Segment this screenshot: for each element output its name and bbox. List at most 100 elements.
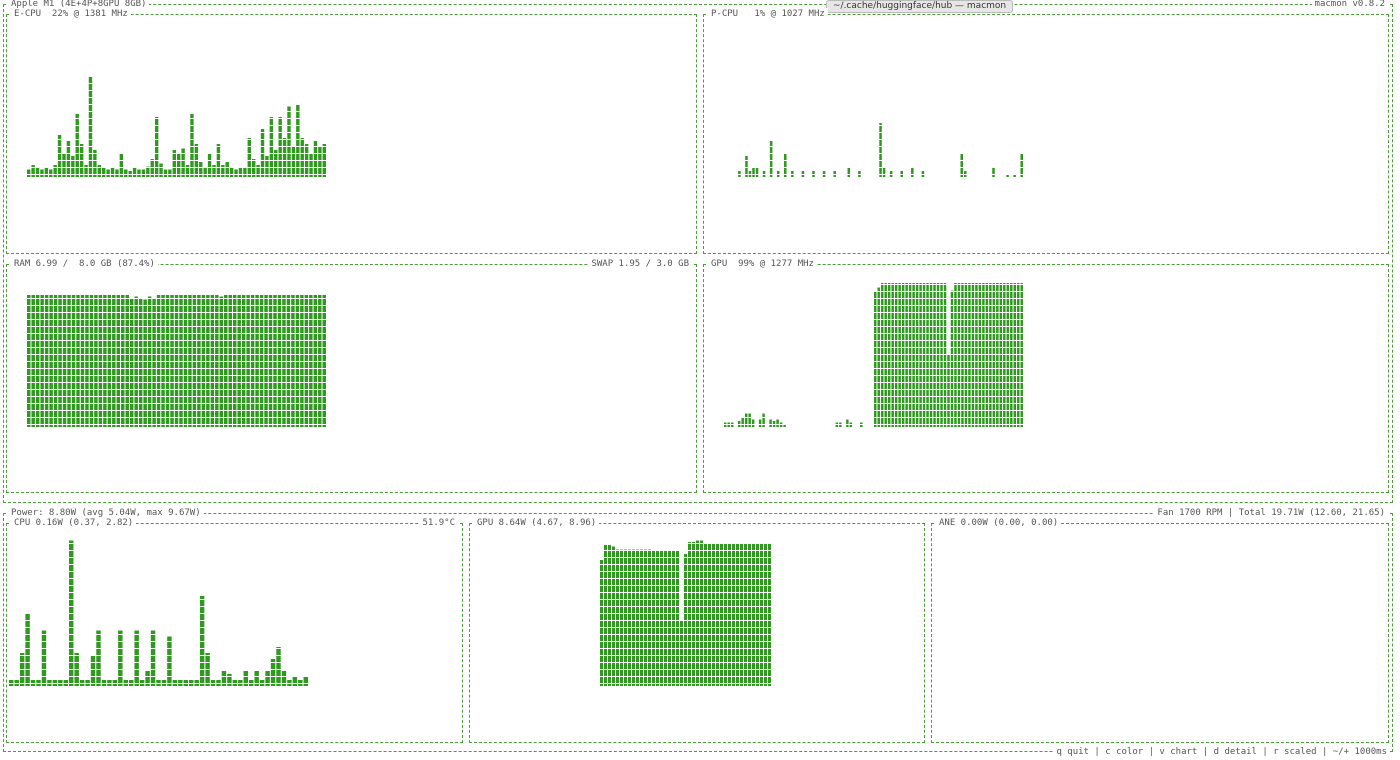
bar	[221, 671, 227, 686]
bar	[250, 295, 255, 427]
bar	[978, 283, 982, 427]
bar	[295, 295, 300, 427]
bar	[192, 295, 197, 427]
bar	[201, 295, 206, 427]
chart	[724, 283, 1023, 427]
bar	[680, 620, 683, 686]
window-title: ~/.cache/huggingface/hub — macmon	[826, 0, 1014, 13]
bar	[132, 168, 137, 177]
chart	[27, 76, 326, 177]
bar	[882, 168, 886, 177]
bar	[738, 171, 741, 177]
bar	[172, 150, 176, 177]
bar	[31, 165, 35, 177]
bar	[36, 680, 41, 686]
panel-label-right: 51.9°C	[419, 517, 458, 529]
bar	[664, 551, 667, 686]
bar	[291, 295, 295, 427]
header-right: macmon v0.8.2	[1311, 0, 1388, 10]
bar	[228, 295, 232, 427]
bar	[772, 421, 776, 427]
bar	[847, 168, 851, 177]
bar	[968, 283, 971, 427]
bar	[879, 123, 882, 177]
panel-label: P-CPU 1% @ 1027 MHz	[708, 8, 828, 20]
bar	[296, 105, 300, 177]
gpu-panel: GPU 99% @ 1277 MHz	[703, 258, 1389, 493]
bar	[30, 680, 36, 686]
bar	[44, 295, 49, 427]
bar	[265, 671, 270, 686]
bar	[846, 419, 849, 427]
bar	[141, 169, 146, 177]
bar	[277, 295, 282, 427]
bar	[322, 144, 326, 177]
bar	[128, 171, 132, 177]
bar	[252, 159, 256, 177]
bar	[40, 295, 44, 427]
bar	[929, 283, 933, 427]
bar	[783, 424, 786, 427]
bar	[736, 543, 739, 686]
bar	[640, 549, 643, 686]
bar	[989, 283, 992, 427]
bar	[300, 295, 304, 427]
bar	[97, 165, 101, 177]
bar	[62, 295, 67, 427]
bar	[190, 114, 194, 177]
bar	[66, 141, 71, 177]
bar	[318, 147, 322, 177]
bar	[784, 153, 787, 177]
bar	[134, 296, 138, 427]
cpu-power-panel: CPU 0.16W (0.37, 2.82) 51.9°C	[6, 517, 463, 743]
bar	[137, 169, 141, 177]
bar	[644, 549, 647, 686]
bar	[189, 680, 194, 686]
bar	[874, 292, 877, 427]
power-section: Power: 8.80W (avg 5.04W, max 9.67W) Fan …	[3, 507, 1393, 752]
bar	[69, 540, 74, 686]
bar	[1017, 283, 1020, 427]
bar	[57, 135, 62, 177]
bar	[964, 283, 968, 427]
bar	[167, 636, 172, 686]
bar	[273, 295, 277, 427]
bar	[752, 168, 755, 177]
bar	[889, 171, 893, 177]
bar	[143, 299, 147, 427]
bar	[101, 680, 107, 686]
bar	[971, 283, 975, 427]
bar	[210, 295, 215, 427]
e-cpu-panel: E-CPU 22% @ 1381 MHz	[6, 8, 697, 254]
bar	[84, 165, 88, 177]
bar	[287, 106, 291, 177]
bar	[269, 117, 274, 177]
bar	[118, 630, 123, 686]
bar	[612, 546, 615, 686]
bar	[919, 283, 922, 427]
bar	[656, 551, 659, 686]
bar	[992, 168, 995, 177]
bar	[668, 551, 671, 686]
bar	[835, 422, 839, 427]
bar	[648, 549, 651, 686]
bar	[27, 295, 31, 427]
bar	[255, 295, 259, 427]
bar	[748, 413, 751, 427]
bar	[129, 680, 134, 686]
bar	[891, 283, 894, 427]
bar	[740, 543, 743, 686]
bar	[49, 169, 53, 177]
bar	[79, 680, 85, 686]
bar	[756, 543, 759, 686]
bar	[961, 283, 964, 427]
bar	[700, 540, 703, 686]
bar	[194, 680, 199, 686]
bar	[243, 671, 248, 686]
power-right: Fan 1700 RPM | Total 19.71W (12.60, 21.6…	[1154, 507, 1388, 519]
bar	[737, 421, 741, 427]
bar	[79, 144, 84, 177]
bar	[102, 168, 106, 177]
bar	[232, 680, 238, 686]
bar	[170, 295, 174, 427]
